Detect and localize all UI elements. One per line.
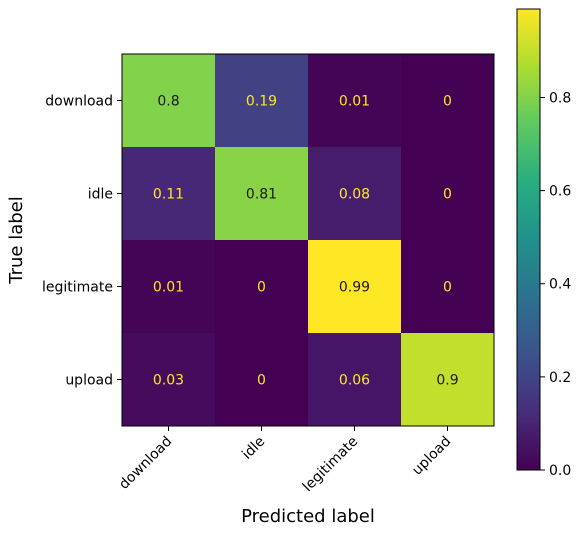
heatmap-cell (308, 147, 401, 240)
cell-value-label: 0 (443, 94, 452, 110)
cell-value-label: 0.99 (339, 280, 370, 296)
x-tick-label: upload (409, 434, 454, 479)
colorbar-tick-label: 0.6 (549, 184, 571, 200)
heatmap-cell (308, 54, 401, 147)
y-tick-label: upload (65, 373, 113, 389)
x-tick-label: legitimate (300, 434, 362, 496)
heatmap-cell (308, 333, 401, 426)
cell-value-label: 0.9 (436, 373, 458, 389)
heatmap-cell (122, 240, 215, 333)
colorbar: 0.0 0.2 0.4 0.6 0.8 (516, 8, 571, 479)
cell-value-label: 0.01 (339, 94, 370, 110)
cell-value-label: 0.08 (339, 187, 370, 203)
heatmap-cell (215, 333, 308, 426)
heatmap-cell (215, 240, 308, 333)
heatmap-cell (122, 147, 215, 240)
heatmap-cell (401, 240, 494, 333)
heatmap-cell (215, 54, 308, 147)
colorbar-tick-label: 0.8 (549, 90, 571, 106)
cell-value-label: 0.01 (153, 280, 184, 296)
x-axis-label: Predicted label (241, 506, 375, 527)
heatmap-cell (308, 240, 401, 333)
y-axis-label: True label (6, 196, 27, 285)
cell-value-label: 0 (257, 280, 266, 296)
y-tick-label: legitimate (42, 280, 113, 296)
y-tick-label: download (45, 94, 113, 110)
colorbar-gradient (516, 8, 541, 471)
colorbar-tick-label: 0.4 (549, 277, 571, 293)
heatmap-cell (122, 54, 215, 147)
heatmap-cell (215, 147, 308, 240)
cell-value-label: 0.8 (157, 94, 179, 110)
cell-value-label: 0 (443, 187, 452, 203)
x-axis: download idle legitimate upload (116, 426, 454, 495)
cell-value-label: 0 (257, 373, 266, 389)
plot-frame (121, 53, 495, 427)
heatmap-cells (122, 54, 494, 426)
x-tick-label: idle (239, 434, 268, 463)
cell-value-label: 0 (443, 280, 452, 296)
cell-value-label: 0.19 (246, 94, 277, 110)
colorbar-tick-label: 0.0 (549, 463, 571, 479)
cell-value-label: 0.03 (153, 373, 184, 389)
y-axis: download idle legitimate upload (42, 94, 122, 389)
heatmap-cell (122, 333, 215, 426)
colorbar-ticks: 0.0 0.2 0.4 0.6 0.8 (540, 90, 571, 479)
heatmap-cell (401, 147, 494, 240)
cell-value-label: 0.81 (246, 187, 277, 203)
x-tick-label: download (116, 434, 175, 493)
heatmap-cell-labels: 0.8 0.19 0.01 0 0.11 0.81 0.08 0 0.01 0 0.99 0 0.03 0… (153, 94, 459, 389)
heatmap-cell (401, 54, 494, 147)
heatmap-cell (401, 333, 494, 426)
cell-value-label: 0.06 (339, 373, 370, 389)
cell-value-label: 0.11 (153, 187, 184, 203)
colorbar-tick-label: 0.2 (549, 370, 571, 386)
y-tick-label: idle (88, 187, 113, 203)
